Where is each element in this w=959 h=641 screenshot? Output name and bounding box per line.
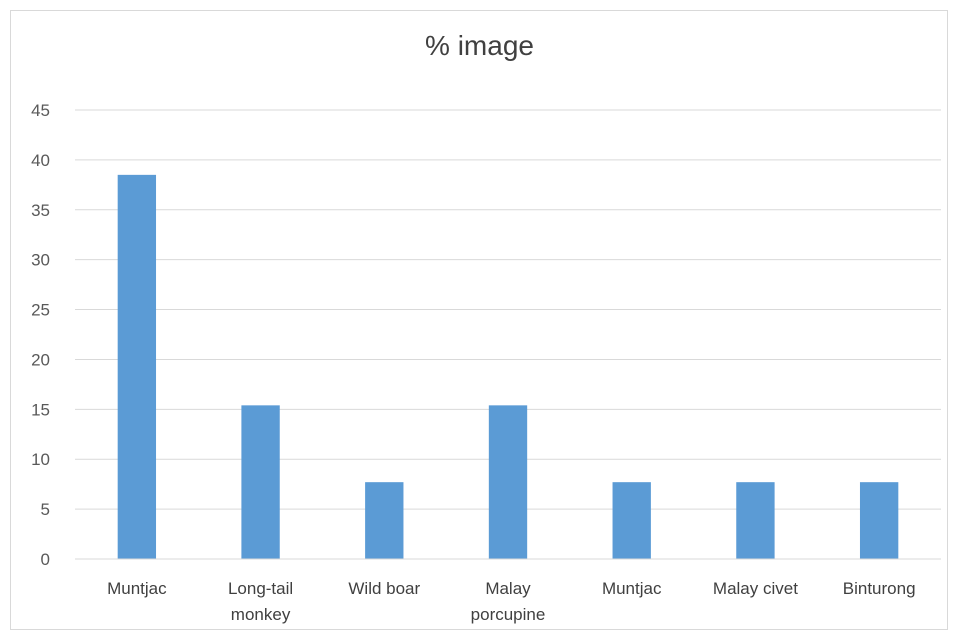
y-tick-label: 35 xyxy=(31,201,50,220)
y-tick-label: 10 xyxy=(31,450,50,469)
y-tick-label: 30 xyxy=(31,251,50,270)
x-tick-label: Muntjac xyxy=(602,579,662,598)
y-tick-label: 20 xyxy=(31,350,50,369)
y-axis-ticks: 0 5 10 15 20 25 30 35 40 45 xyxy=(31,101,50,569)
chart-frame xyxy=(10,10,948,630)
y-tick-label: 45 xyxy=(31,101,50,120)
x-axis-labels: Muntjac Long-tail monkey Wild boar Malay porc… xyxy=(107,579,915,624)
y-tick-label: 25 xyxy=(31,301,50,320)
x-tick-label: Muntjac xyxy=(107,579,167,598)
y-tick-label: 40 xyxy=(31,151,50,170)
chart-title: % image xyxy=(425,30,534,61)
x-tick-label: Binturong xyxy=(843,579,916,598)
x-tick-label: Malay xyxy=(485,579,531,598)
x-tick-label: Malay civet xyxy=(713,579,798,598)
bar xyxy=(859,482,899,559)
y-tick-label: 5 xyxy=(41,500,50,519)
y-tick-label: 0 xyxy=(41,550,50,569)
bar xyxy=(365,482,404,559)
x-tick-label: Long-tail xyxy=(228,579,293,598)
x-tick-label: monkey xyxy=(231,605,291,624)
bar xyxy=(117,174,157,559)
bars xyxy=(117,174,899,559)
y-tick-label: 15 xyxy=(31,400,50,419)
bar xyxy=(612,482,651,559)
bar xyxy=(736,482,775,559)
bar xyxy=(488,405,528,559)
bar xyxy=(241,405,280,559)
x-tick-label: porcupine xyxy=(471,605,546,624)
x-tick-label: Wild boar xyxy=(348,579,420,598)
